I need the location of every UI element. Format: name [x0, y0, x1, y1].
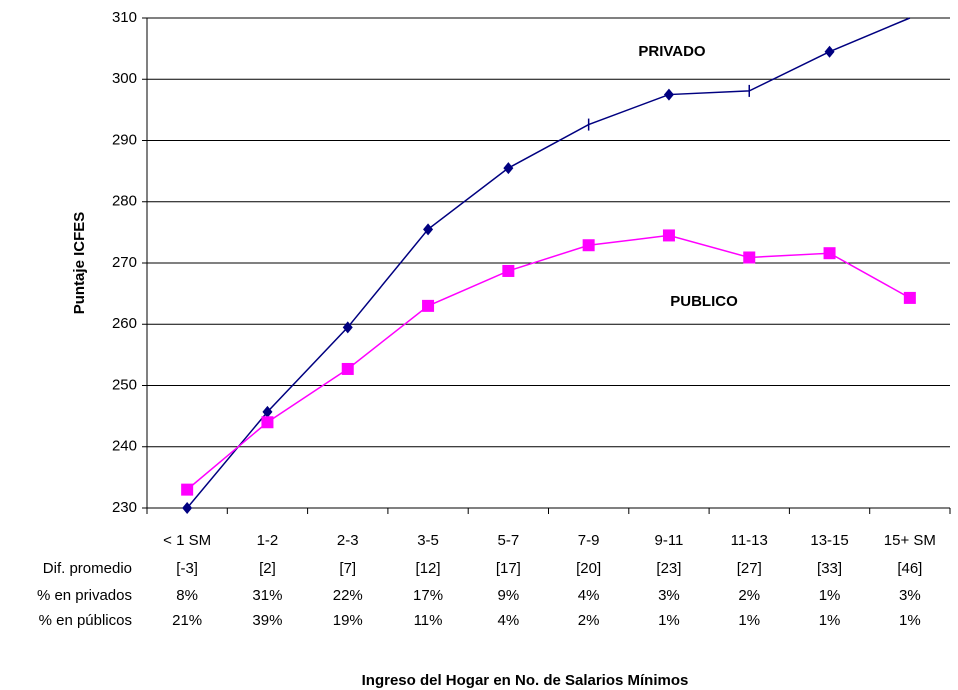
series-label: PUBLICO: [670, 293, 738, 310]
y-tick-label: 250: [112, 376, 137, 393]
table-cell: [7]: [339, 560, 356, 577]
x-tick-label: 7-9: [578, 532, 600, 549]
point: [262, 405, 273, 418]
y-tick-label: 300: [112, 70, 137, 87]
table-cell: 11%: [414, 612, 443, 629]
table-cell: 2%: [578, 612, 600, 629]
point: [663, 88, 674, 101]
table-cell: 1%: [819, 612, 841, 629]
series-line: [186, 17, 911, 509]
y-tick-label: 260: [112, 315, 137, 332]
y-tick-label: 310: [112, 9, 137, 26]
x-tick-label: < 1 SM: [163, 532, 211, 549]
table-cell: 1%: [899, 612, 921, 629]
y-axis-title: Puntaje ICFES: [71, 212, 88, 315]
table-cell: 17%: [413, 587, 443, 604]
table-cell: 3%: [899, 587, 921, 604]
table-cell: 39%: [252, 612, 282, 629]
point: [181, 483, 194, 496]
table-cell: [17]: [496, 560, 521, 577]
x-tick-label: 15+ SM: [884, 532, 936, 549]
table-row-label: % en públicos: [39, 612, 132, 629]
table-cell: 8%: [176, 587, 198, 604]
table-cell: 1%: [738, 612, 760, 629]
table-cell: [46]: [897, 560, 922, 577]
table-cell: [20]: [576, 560, 601, 577]
point: [824, 45, 835, 58]
point: [341, 362, 354, 375]
y-tick-label: 290: [112, 131, 137, 148]
point: [182, 502, 193, 514]
point: [422, 299, 435, 312]
table-cell: [-3]: [176, 560, 198, 577]
x-axis-title: Ingreso del Hogar en No. de Salarios Mín…: [362, 672, 689, 689]
table-cell: 19%: [333, 612, 363, 629]
point: [582, 239, 595, 252]
series-label: PRIVADO: [638, 43, 706, 60]
table-cell: 4%: [578, 587, 600, 604]
point: [342, 321, 353, 334]
point: [503, 162, 514, 175]
table-cell: 22%: [333, 587, 363, 604]
point: [502, 264, 515, 277]
table-cell: [2]: [259, 560, 276, 577]
table-row-label: Dif. promedio: [43, 560, 132, 577]
y-tick-label: 240: [112, 438, 137, 455]
point: [743, 251, 756, 264]
table-cell: [33]: [817, 560, 842, 577]
table-cell: 21%: [172, 612, 202, 629]
table-cell: 31%: [252, 587, 282, 604]
table-cell: 4%: [498, 612, 520, 629]
point: [903, 291, 916, 304]
table-cell: 3%: [658, 587, 680, 604]
x-tick-label: 5-7: [498, 532, 520, 549]
x-tick-label: 3-5: [417, 532, 439, 549]
table-cell: [12]: [416, 560, 441, 577]
table-cell: 9%: [498, 587, 520, 604]
point: [261, 416, 274, 429]
table-cell: 2%: [738, 587, 760, 604]
table-cell: 1%: [819, 587, 841, 604]
table-row-label: % en privados: [37, 587, 132, 604]
x-tick-label: 11-13: [731, 532, 768, 549]
point: [662, 229, 675, 242]
x-tick-label: 13-15: [810, 532, 848, 549]
table-cell: [23]: [656, 560, 681, 577]
x-tick-label: 1-2: [257, 532, 279, 549]
y-tick-label: 230: [112, 499, 137, 516]
point: [423, 223, 434, 236]
table-cell: [27]: [737, 560, 762, 577]
table-cell: 1%: [658, 612, 680, 629]
y-tick-label: 280: [112, 193, 137, 210]
x-tick-label: 2-3: [337, 532, 359, 549]
series-line: [186, 234, 911, 491]
point: [823, 247, 836, 260]
x-tick-label: 9-11: [654, 532, 683, 549]
y-tick-label: 270: [112, 254, 137, 271]
